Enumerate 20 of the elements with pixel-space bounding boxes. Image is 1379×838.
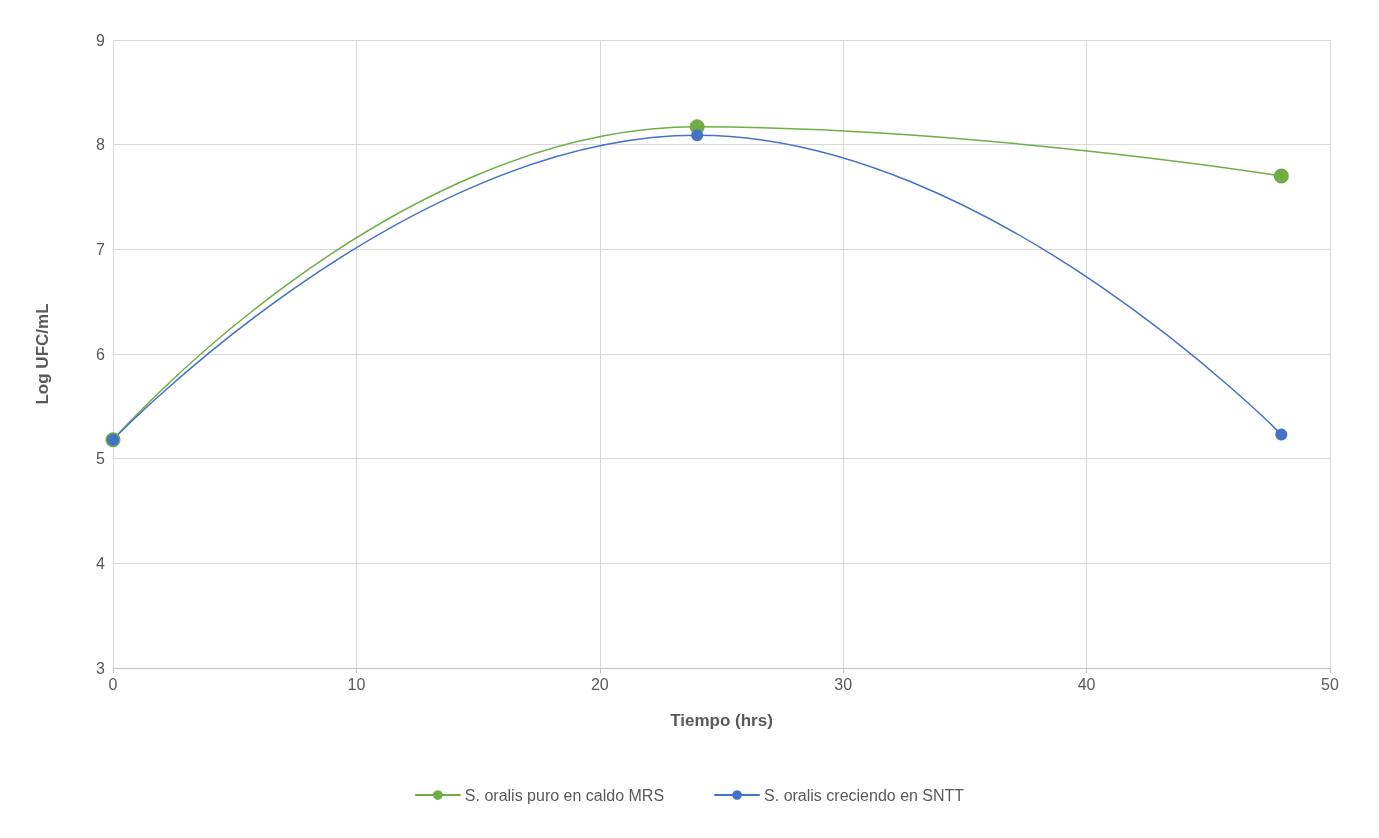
y-tick-label: 9 [96, 31, 106, 49]
y-tick-label: 8 [96, 136, 106, 154]
y-tick-label: 4 [96, 554, 106, 572]
x-tick-label: 20 [590, 675, 609, 693]
legend-label: S. oralis creciendo en SNTT [764, 786, 965, 804]
point [691, 129, 704, 142]
x-tick-label: 40 [1077, 675, 1096, 693]
x-tick-label: 30 [834, 675, 853, 693]
y-tick-label: 5 [96, 450, 106, 468]
y-tick-label: 6 [96, 345, 106, 363]
point [1275, 428, 1288, 441]
x-tick-label: 0 [108, 675, 118, 693]
legend-label: S. oralis puro en caldo MRS [464, 786, 665, 804]
x-axis-title: Tiempo (hrs) [670, 711, 773, 730]
point [1273, 168, 1289, 184]
y-tick-label: 3 [96, 659, 106, 677]
y-tick-label: 7 [96, 240, 106, 258]
x-tick-label: 50 [1321, 675, 1339, 693]
x-tick-label: 10 [347, 675, 366, 693]
y-axis-title: Log UFC/mL [33, 303, 52, 405]
